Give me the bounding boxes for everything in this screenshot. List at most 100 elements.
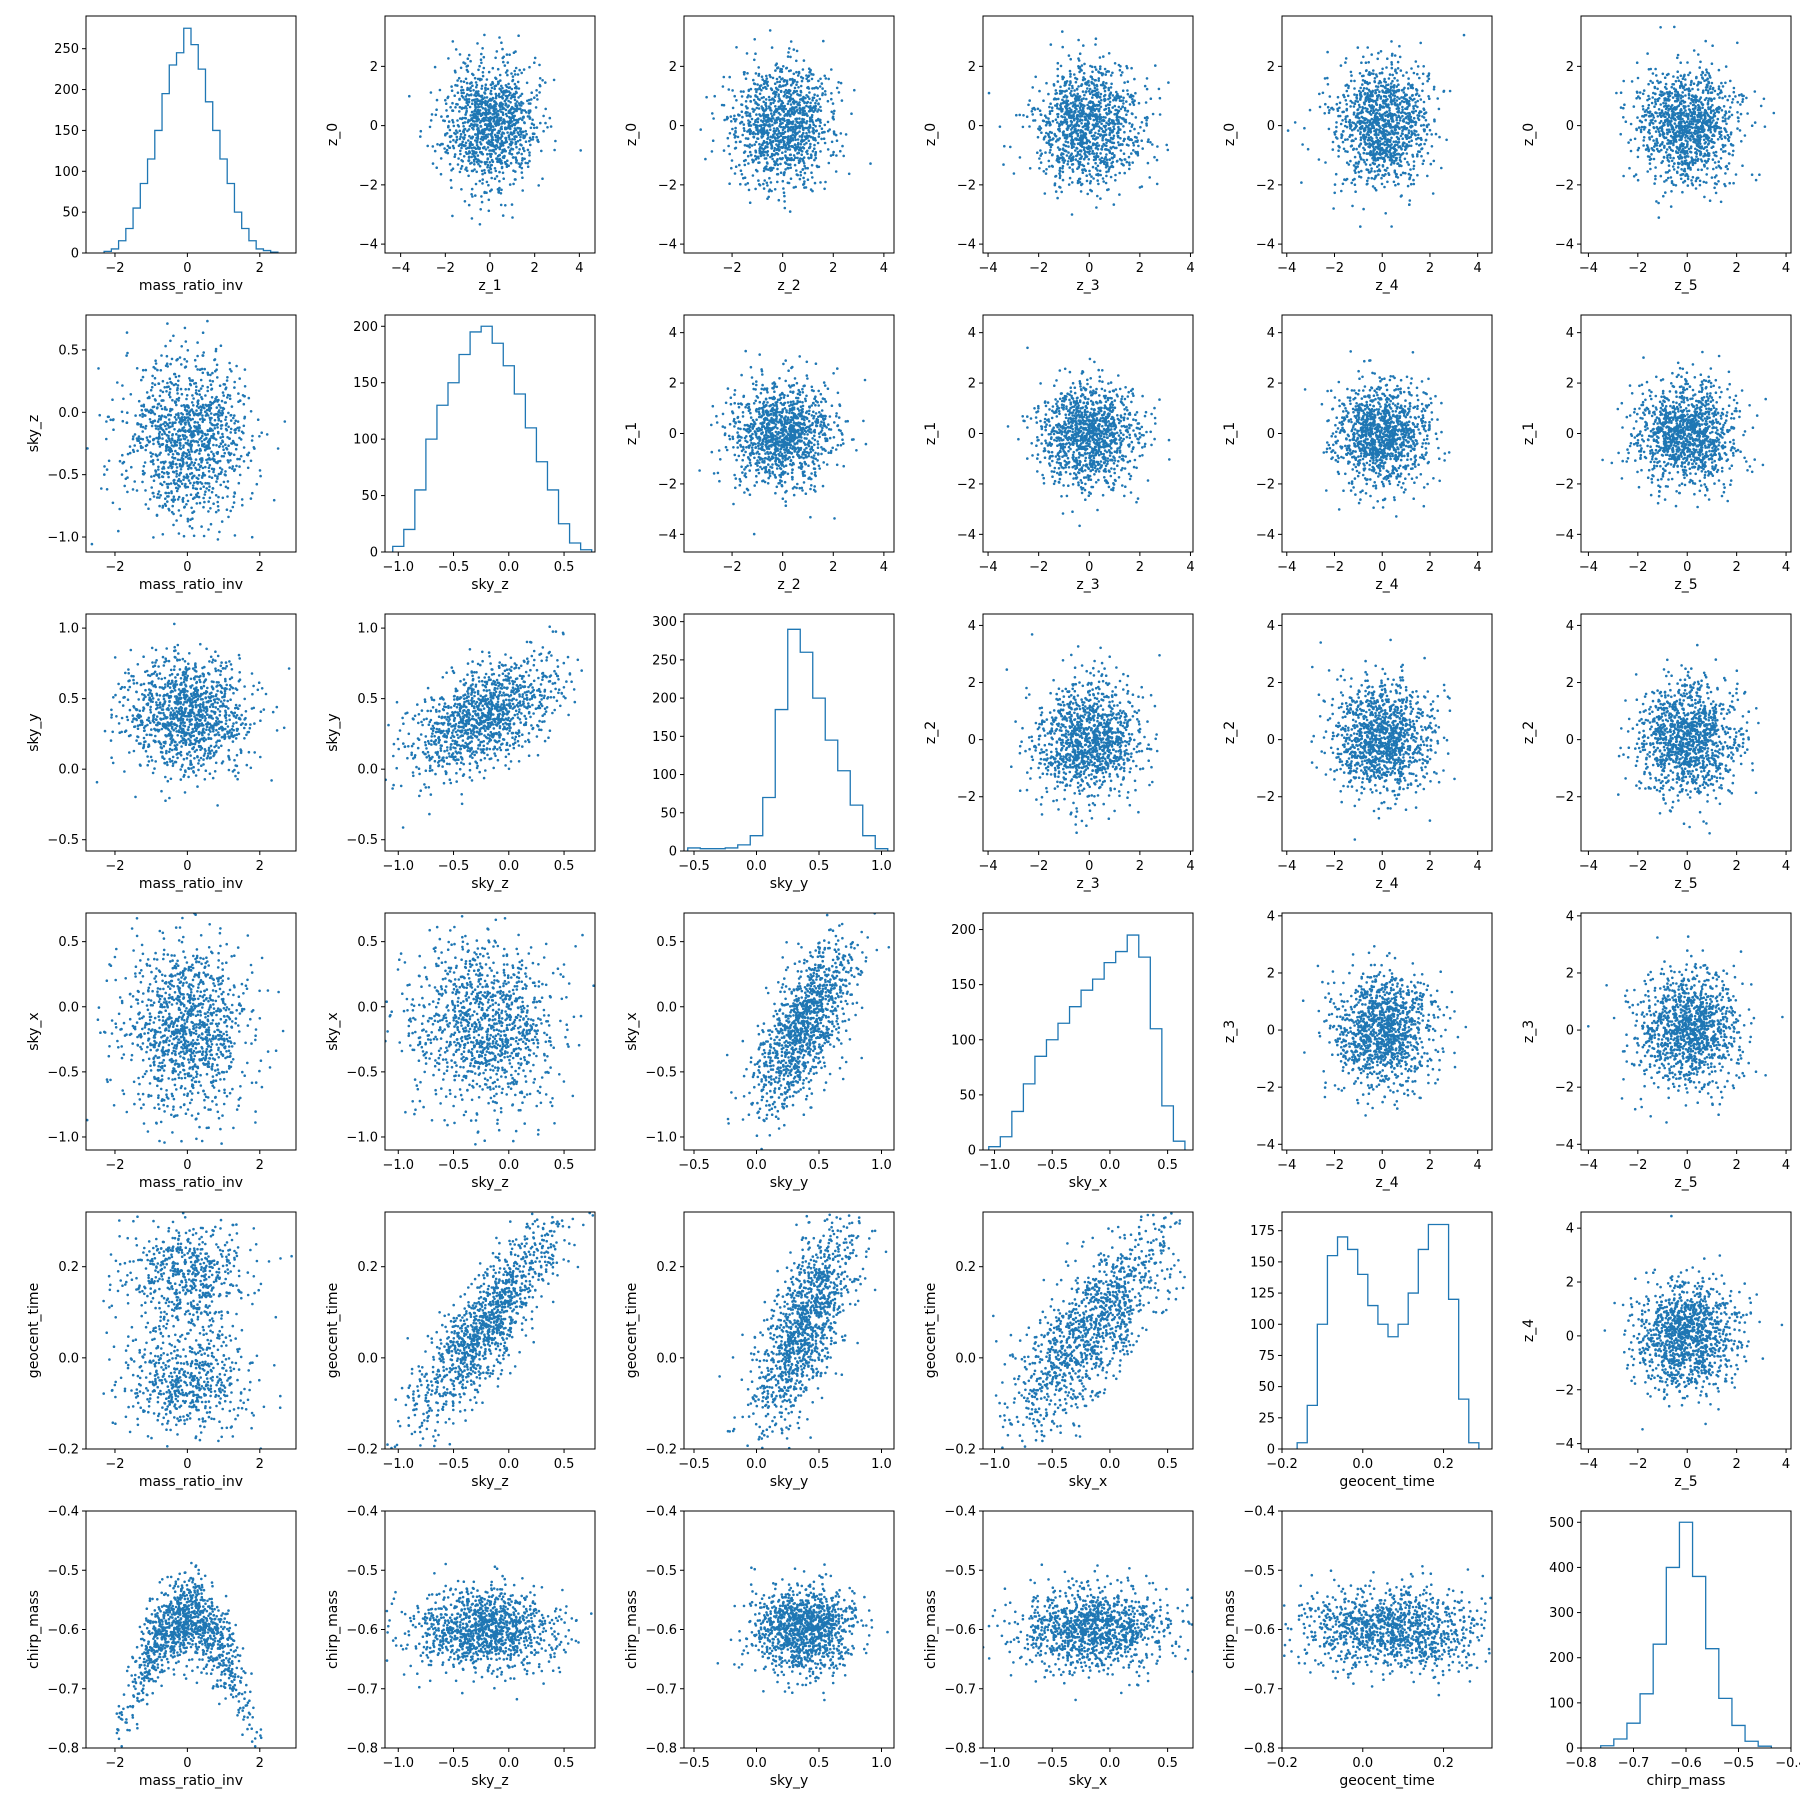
scatter-point <box>1050 109 1054 112</box>
scatter-point <box>1089 109 1093 113</box>
scatter-point <box>439 172 443 176</box>
scatter-point <box>1098 67 1102 71</box>
scatter-point <box>1355 147 1358 151</box>
scatter-point <box>1357 103 1361 107</box>
y-tick-label: 2 <box>968 60 976 75</box>
scatter-point <box>533 96 536 99</box>
scatter-point <box>505 165 509 168</box>
scatter-point <box>789 166 792 169</box>
scatter-point <box>775 133 779 136</box>
scatter-point <box>1121 89 1125 92</box>
scatter-point <box>467 139 470 142</box>
scatter-point <box>1097 115 1101 118</box>
scatter-point <box>782 106 786 109</box>
scatter-point <box>522 68 526 71</box>
y-tick-label: 0 <box>71 247 79 262</box>
scatter-point <box>1388 140 1392 144</box>
scatter-point <box>475 118 479 122</box>
scatter-point <box>810 163 814 167</box>
scatter-point <box>479 114 483 117</box>
scatter-point <box>1089 131 1093 134</box>
scatter-point <box>1061 167 1064 170</box>
scatter-point <box>489 143 493 147</box>
scatter-point <box>1410 94 1414 97</box>
scatter-point <box>475 170 479 174</box>
scatter-point <box>1108 158 1112 161</box>
scatter-point <box>1382 105 1385 108</box>
scatter-point <box>816 87 819 90</box>
scatter-point <box>1657 130 1661 133</box>
scatter-point <box>1353 102 1357 106</box>
scatter-point <box>464 151 468 154</box>
scatter-point <box>1146 161 1150 165</box>
scatter-point <box>1362 207 1365 211</box>
scatter-point <box>536 98 539 101</box>
x-tick-label: −2 <box>436 261 455 276</box>
scatter-point <box>779 67 782 71</box>
scatter-point <box>1097 71 1101 74</box>
scatter-point <box>455 138 459 141</box>
scatter-point <box>1099 152 1102 155</box>
scatter-point <box>730 120 733 123</box>
scatter-point <box>1371 89 1374 93</box>
scatter-point <box>1047 159 1051 163</box>
scatter-point <box>787 110 791 114</box>
scatter-point <box>453 155 457 158</box>
scatter-point <box>1361 89 1365 93</box>
scatter-point <box>1145 124 1148 127</box>
scatter-point <box>1380 114 1383 117</box>
scatter-point <box>1110 82 1113 86</box>
x-tick-label: −2 <box>1325 261 1344 276</box>
scatter-point <box>1377 141 1380 144</box>
scatter-point <box>516 131 520 135</box>
scatter-point <box>472 89 475 92</box>
scatter-point <box>1115 118 1118 122</box>
scatter-point <box>815 119 818 122</box>
scatter-point <box>1373 187 1377 190</box>
scatter-point <box>1051 119 1055 123</box>
scatter-point <box>765 120 768 124</box>
scatter-point <box>1369 123 1372 126</box>
scatter-point <box>546 126 549 129</box>
scatter-point <box>783 194 786 198</box>
scatter-point <box>1097 132 1100 136</box>
scatter-point <box>1385 146 1389 150</box>
scatter-point <box>1403 86 1406 90</box>
scatter-point <box>1410 120 1413 124</box>
scatter-point <box>1094 43 1097 46</box>
scatter-point <box>491 160 495 163</box>
scatter-point <box>1388 94 1392 98</box>
scatter-point <box>796 108 799 112</box>
scatter-point <box>789 93 793 97</box>
scatter-point <box>1400 194 1403 197</box>
scatter-point <box>510 153 514 156</box>
scatter-point <box>1359 157 1363 160</box>
scatter-point <box>470 155 474 159</box>
scatter-point <box>1365 168 1368 171</box>
scatter-point <box>779 125 783 129</box>
scatter-point <box>1073 93 1076 96</box>
scatter-point <box>1040 131 1043 134</box>
scatter-point <box>1373 158 1377 161</box>
scatter-point <box>513 69 516 73</box>
scatter-point <box>774 137 777 140</box>
scatter-point <box>1086 162 1090 165</box>
scatter-point <box>799 147 803 150</box>
scatter-point <box>1375 94 1379 98</box>
scatter-point <box>1417 150 1420 153</box>
scatter-point <box>794 143 797 147</box>
scatter-point <box>1401 119 1405 123</box>
scatter-point <box>1358 153 1362 156</box>
scatter-point <box>805 104 808 108</box>
scatter-point <box>1047 117 1050 120</box>
scatter-point <box>1030 110 1034 113</box>
scatter-point <box>776 127 779 131</box>
scatter-point <box>452 124 456 128</box>
scatter-point <box>822 130 825 134</box>
scatter-point <box>1105 170 1108 174</box>
scatter-point <box>1082 157 1086 161</box>
scatter-point <box>1416 65 1420 68</box>
scatter-point <box>805 122 808 125</box>
scatter-point <box>1158 113 1162 116</box>
scatter-point <box>733 172 737 175</box>
